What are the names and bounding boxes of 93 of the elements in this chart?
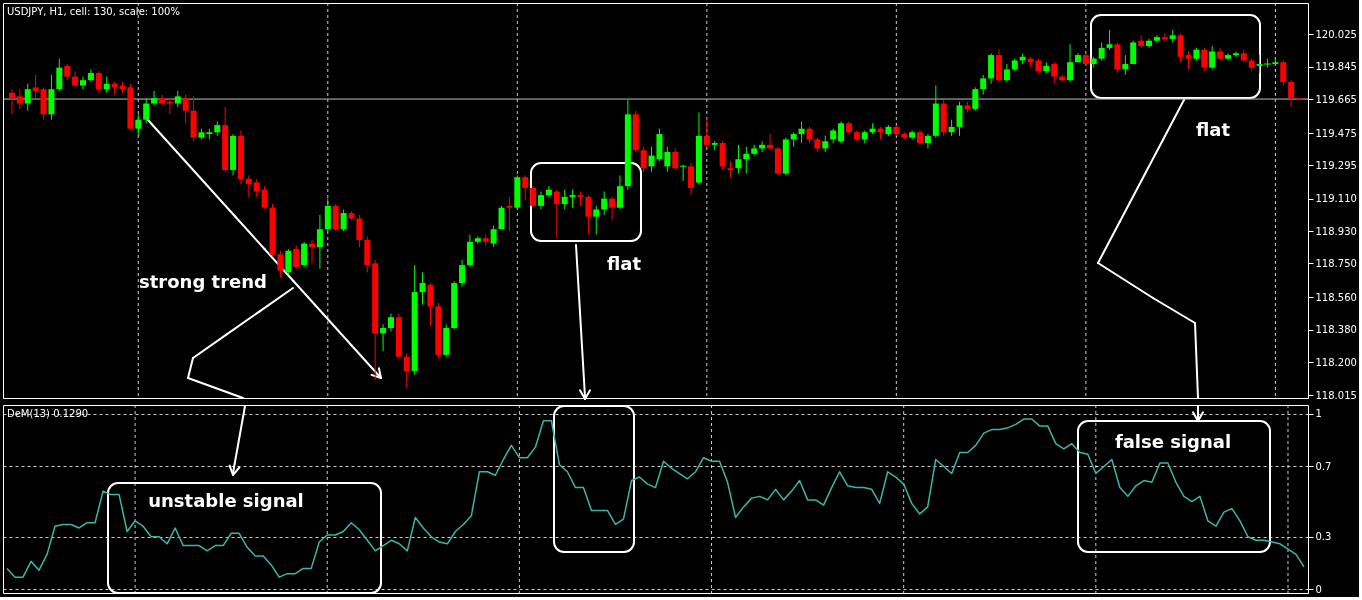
candlestick [522,174,529,201]
candlestick [166,97,173,115]
candlestick [719,140,726,171]
chart-title: USDJPY, H1, cell: 130, scale: 100% [7,6,180,17]
y-tick-label: 118.750 [1315,257,1357,269]
candlestick [340,208,347,232]
annotation: false signal [1114,431,1232,452]
candlestick [553,189,560,239]
chart-title: DeM(13) 0.1290 [7,408,89,419]
candlestick [32,74,39,99]
candlestick [1138,34,1145,49]
candlestick [1232,50,1239,58]
candlestick [735,144,742,175]
y-tick-label: 118.200 [1315,356,1357,368]
candlestick [640,146,647,173]
y-tick-label: 119.475 [1315,127,1357,139]
candlestick [664,146,671,173]
candlestick [1106,29,1113,51]
candlestick [182,94,189,124]
candlestick [261,185,268,210]
annotation: flat [606,253,642,274]
candlestick [459,259,466,288]
candlestick [593,205,600,236]
candlestick [530,185,537,209]
candlestick [601,191,608,216]
candlestick [1201,47,1208,72]
candlestick [466,234,473,268]
candlestick [277,250,284,279]
y-tick-label: 119.110 [1315,193,1357,205]
candlestick [427,282,434,327]
candlestick [743,146,750,175]
candlestick [316,214,323,270]
y-tick-label: 0 [1315,583,1322,595]
line-series [6,418,1305,578]
candlestick [95,70,102,94]
candlestick [616,174,623,210]
candlestick [980,74,987,96]
y-tick-label: 119.295 [1315,159,1357,171]
candlestick [1051,61,1058,85]
candlestick [245,174,252,198]
candlestick [490,225,497,248]
candlestick [609,196,616,221]
y-tick-label: 118.380 [1315,324,1357,336]
y-tick-label: 0.3 [1315,531,1332,543]
y-tick-label: 0.7 [1315,461,1332,472]
candlestick [16,88,23,110]
candlestick [285,248,292,275]
candlestick [561,189,568,210]
candlestick [1280,59,1287,87]
candlestick [1122,54,1129,76]
candlestick [838,121,845,144]
candlestick [988,52,995,85]
y-tick-label: 1 [1315,408,1322,420]
candlestick [703,117,710,148]
candlestick [293,244,300,270]
candlestick [1177,33,1184,63]
candlestick [380,323,387,352]
y-tick-label: 118.015 [1315,389,1357,401]
y-tick-label: 119.845 [1315,61,1357,73]
candlestick [545,185,552,198]
candlestick [1067,43,1074,83]
candlestick [972,86,979,112]
candlestick [80,76,87,90]
candlestick [1153,34,1160,43]
candlestick [924,133,931,149]
candlestick [135,113,142,137]
y-tick-label: 119.665 [1315,93,1357,105]
candlestick [1288,79,1295,108]
annotation: strong trend [139,271,267,292]
candlestick [585,194,592,236]
y-tick-label: 120.025 [1315,28,1357,40]
candlestick [419,271,426,306]
candlestick [688,162,695,196]
y-tick-label: 118.560 [1315,291,1357,303]
candlestick [403,352,410,388]
candlestick [798,121,805,144]
candlestick [56,58,63,92]
candlestick [143,97,150,124]
candlestick [356,214,363,248]
candlestick [151,90,158,106]
candlestick [332,203,339,232]
candlestick [506,196,513,232]
candlestick [956,101,963,137]
candlestick [87,68,94,83]
candlestick [672,147,679,171]
y-tick-label: 118.930 [1315,225,1357,237]
candlestick [1209,45,1216,70]
candlestick [24,83,31,112]
candlestick [324,198,331,232]
candlestick [8,88,15,115]
candlestick [301,241,308,268]
annotation: flat [1195,119,1231,140]
annotation: unstable signal [148,490,304,511]
